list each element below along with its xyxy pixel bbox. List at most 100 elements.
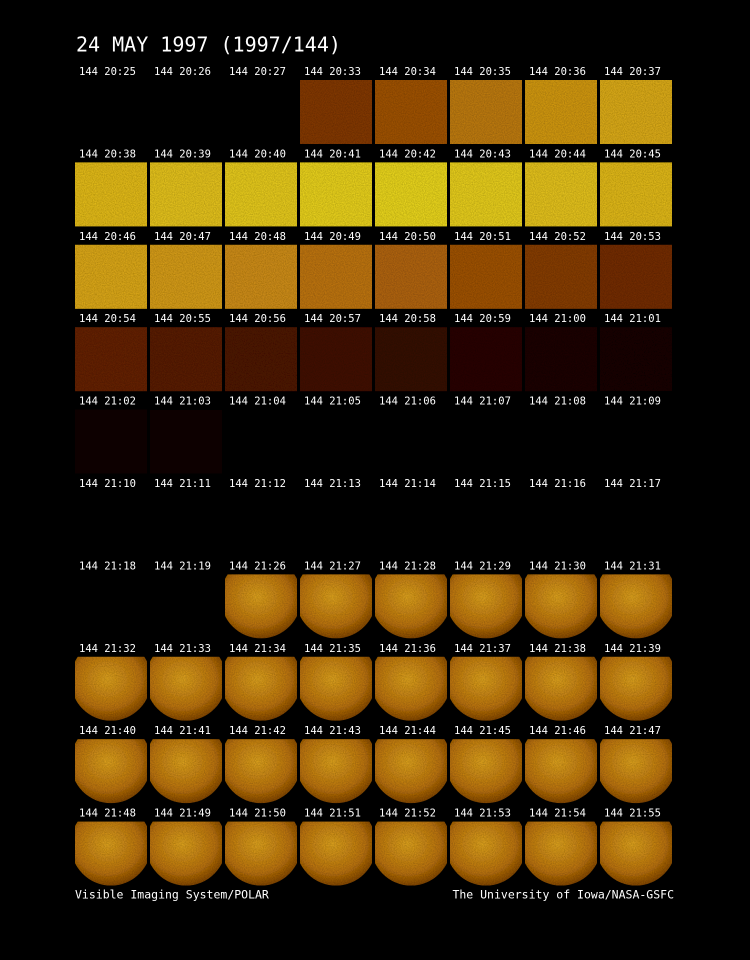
frame-label: 144 21:01 — [604, 313, 661, 325]
frame-image — [75, 739, 147, 804]
frame-label: 144 21:50 — [229, 808, 286, 820]
frame-image — [525, 409, 597, 474]
frame-image — [75, 327, 147, 392]
frame-image — [525, 574, 597, 639]
frame-label: 144 21:08 — [529, 396, 586, 408]
frame-label: 144 21:29 — [454, 560, 511, 572]
frame-label: 144 21:36 — [379, 643, 436, 655]
frame-label: 144 21:37 — [454, 643, 511, 655]
footer-right: The University of Iowa/NASA-GSFC — [452, 888, 674, 902]
frame-image — [450, 244, 522, 309]
frame-image — [150, 409, 222, 474]
frame-label: 144 20:55 — [154, 313, 211, 325]
frame-image — [600, 409, 672, 474]
frame-label: 144 20:33 — [304, 66, 361, 78]
frame-label: 144 21:39 — [604, 643, 661, 655]
frame-label: 144 20:50 — [379, 231, 436, 243]
frame-image — [450, 409, 522, 474]
frame-label: 144 21:18 — [79, 560, 136, 572]
frame-label: 144 21:48 — [79, 808, 136, 820]
frame-image — [300, 244, 372, 309]
frame-label: 144 20:37 — [604, 66, 661, 78]
frame-image — [525, 821, 597, 886]
frame-image — [450, 327, 522, 392]
frame-image — [600, 327, 672, 392]
frame-image — [525, 656, 597, 721]
frame-label: 144 20:39 — [154, 148, 211, 160]
frame-image — [375, 821, 447, 886]
frame-image — [600, 821, 672, 886]
frame-image — [375, 574, 447, 639]
frame-label: 144 21:12 — [229, 478, 286, 490]
footer-left: Visible Imaging System/POLAR — [75, 888, 269, 902]
frame-label: 144 21:42 — [229, 725, 286, 737]
frame-label: 144 21:49 — [154, 808, 211, 820]
frame-image — [300, 656, 372, 721]
frame-image — [150, 162, 222, 227]
frame-image — [150, 656, 222, 721]
frame-label: 144 21:32 — [79, 643, 136, 655]
frame-label: 144 20:42 — [379, 148, 436, 160]
frame-image — [600, 244, 672, 309]
frame-label: 144 21:53 — [454, 808, 511, 820]
frame-label: 144 21:51 — [304, 808, 361, 820]
frame-image — [450, 821, 522, 886]
frame-label: 144 21:28 — [379, 560, 436, 572]
frame-image — [225, 244, 297, 309]
frame-image — [75, 162, 147, 227]
frame-label: 144 20:52 — [529, 231, 586, 243]
frame-label: 144 20:48 — [229, 231, 286, 243]
frame-image — [150, 821, 222, 886]
frame-label: 144 21:17 — [604, 478, 661, 490]
frame-label: 144 21:31 — [604, 560, 661, 572]
frame-image — [450, 162, 522, 227]
frame-label: 144 21:33 — [154, 643, 211, 655]
frame-label: 144 20:27 — [229, 66, 286, 78]
frame-label: 144 20:34 — [379, 66, 436, 78]
frame-image — [300, 739, 372, 804]
frame-label: 144 21:43 — [304, 725, 361, 737]
frame-image — [225, 656, 297, 721]
frame-label: 144 21:19 — [154, 560, 211, 572]
title: 24 MAY 1997 (1997/144) — [76, 33, 341, 57]
frame-label: 144 20:36 — [529, 66, 586, 78]
frame-label: 144 20:51 — [454, 231, 511, 243]
frame-label: 144 21:02 — [79, 396, 136, 408]
frame-label: 144 21:06 — [379, 396, 436, 408]
frame-label: 144 20:44 — [529, 148, 586, 160]
frame-label: 144 21:05 — [304, 396, 361, 408]
frame-image — [300, 162, 372, 227]
frame-label: 144 21:38 — [529, 643, 586, 655]
frame-label: 144 21:10 — [79, 478, 136, 490]
frame-image — [225, 574, 297, 639]
frame-image — [300, 327, 372, 392]
frame-label: 144 20:47 — [154, 231, 211, 243]
frame-image — [375, 162, 447, 227]
frame-label: 144 21:30 — [529, 560, 586, 572]
frame-image — [450, 574, 522, 639]
frame-label: 144 21:44 — [379, 725, 436, 737]
frame-image — [225, 327, 297, 392]
frame-image — [75, 244, 147, 309]
frame-image — [525, 244, 597, 309]
frame-image — [525, 80, 597, 144]
frame-image — [150, 244, 222, 309]
frame-label: 144 20:25 — [79, 66, 136, 78]
frame-image — [525, 739, 597, 804]
frame-label: 144 21:47 — [604, 725, 661, 737]
frame-label: 144 20:57 — [304, 313, 361, 325]
frame-label: 144 21:41 — [154, 725, 211, 737]
frame-image — [525, 327, 597, 392]
frame-image — [375, 244, 447, 309]
frame-image — [375, 80, 447, 144]
frame-image — [375, 656, 447, 721]
frame-label: 144 20:56 — [229, 313, 286, 325]
frame-image — [600, 739, 672, 804]
frame-label: 144 20:49 — [304, 231, 361, 243]
frame-image — [225, 162, 297, 227]
frame-label: 144 21:40 — [79, 725, 136, 737]
frame-label: 144 20:58 — [379, 313, 436, 325]
frame-image — [75, 656, 147, 721]
frame-image — [375, 409, 447, 474]
frame-label: 144 21:55 — [604, 808, 661, 820]
